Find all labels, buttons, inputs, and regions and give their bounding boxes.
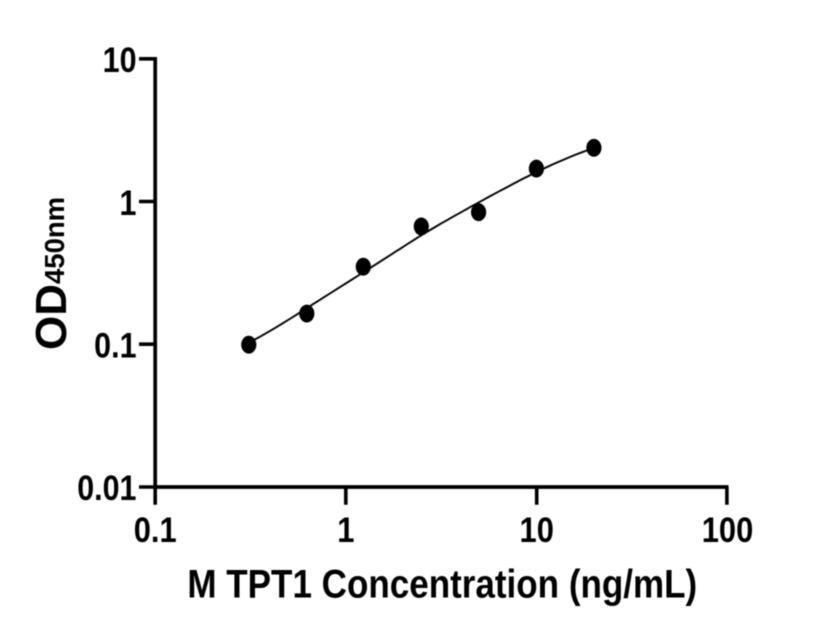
- svg-text:1: 1: [120, 183, 137, 222]
- svg-text:10: 10: [520, 511, 554, 550]
- svg-text:100: 100: [702, 511, 754, 550]
- svg-text:1: 1: [337, 511, 354, 550]
- svg-text:M TPT1 Concentration (ng/mL): M TPT1 Concentration (ng/mL): [187, 562, 697, 606]
- svg-text:0.1: 0.1: [134, 511, 177, 550]
- svg-text:10: 10: [103, 40, 137, 79]
- svg-text:0.01: 0.01: [77, 468, 136, 507]
- svg-text:0.1: 0.1: [94, 325, 136, 364]
